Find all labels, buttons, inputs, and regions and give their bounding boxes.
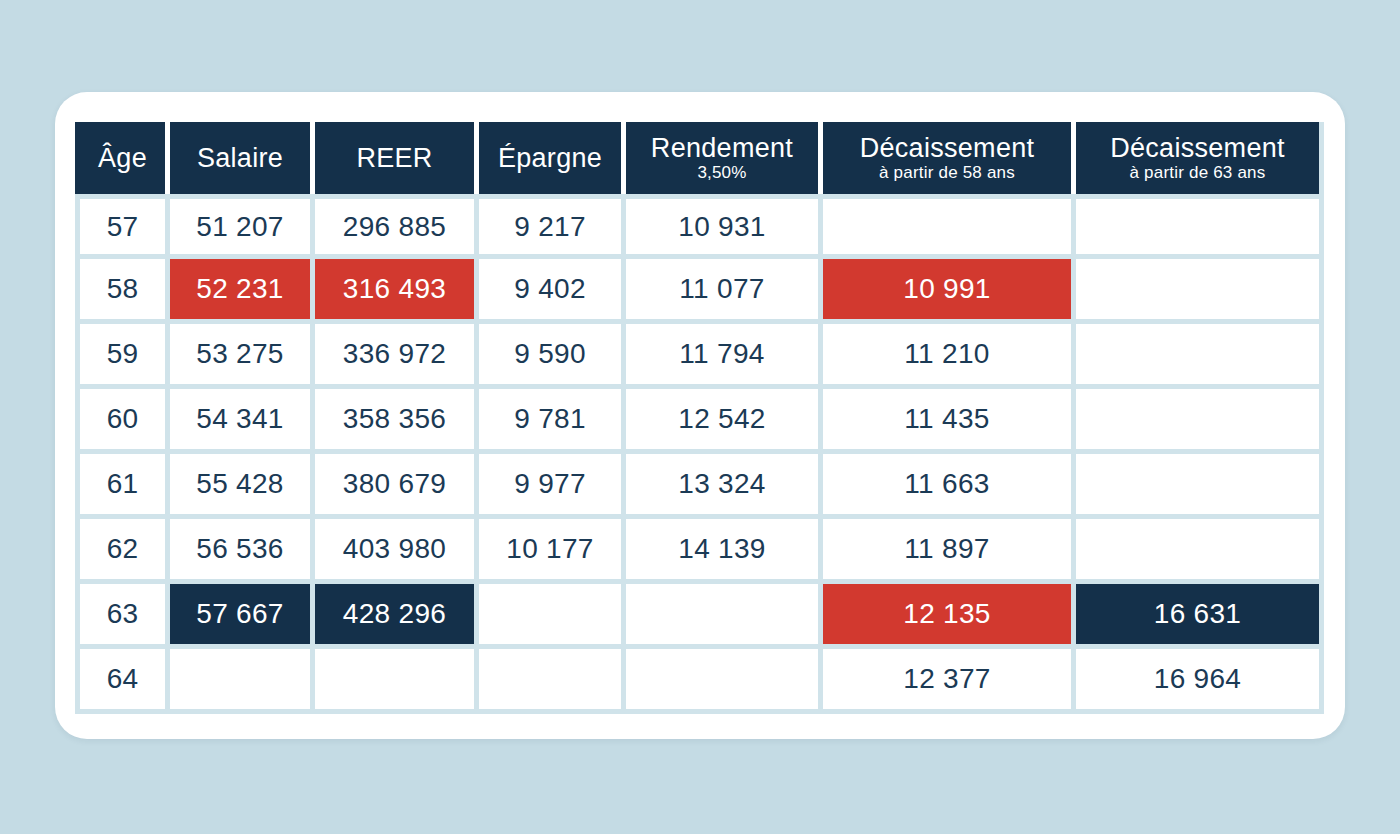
header-decaissement-63: Décaissement à partir de 63 ans [1071, 122, 1324, 194]
header-label: Décaissement [1078, 133, 1317, 163]
table-cell: 10 931 [621, 194, 818, 259]
header-rendement: Rendement 3,50% [621, 122, 818, 194]
table-cell: 11 663 [818, 454, 1071, 519]
header-label: Rendement [628, 133, 816, 163]
header-sublabel: à partir de 63 ans [1078, 163, 1317, 183]
table-cell [1071, 454, 1324, 519]
table-cell: 16 964 [1071, 649, 1324, 714]
header-reer: REER [310, 122, 474, 194]
table-cell [1071, 389, 1324, 454]
table-cell: 63 [75, 584, 165, 649]
table-cell [1071, 324, 1324, 389]
table-body: 5751 207296 8859 21710 9315852 231316 49… [75, 194, 1324, 714]
table-cell [1071, 194, 1324, 259]
header-decaissement-58: Décaissement à partir de 58 ans [818, 122, 1071, 194]
table-cell: 11 794 [621, 324, 818, 389]
table-cell: 9 781 [474, 389, 621, 454]
table-cell: 59 [75, 324, 165, 389]
table-cell: 57 [75, 194, 165, 259]
table-cell [1071, 259, 1324, 324]
table-cell: 358 356 [310, 389, 474, 454]
table-cell: 428 296 [310, 584, 474, 649]
table-cell [621, 649, 818, 714]
header-sublabel: 3,50% [628, 163, 816, 183]
table-cell: 61 [75, 454, 165, 519]
table-cell: 403 980 [310, 519, 474, 584]
table-cell: 16 631 [1071, 584, 1324, 649]
header-label: Décaissement [825, 133, 1069, 163]
table-card: Âge Salaire REER Épargne Rendement [55, 92, 1345, 739]
table-cell: 9 402 [474, 259, 621, 324]
table-cell: 336 972 [310, 324, 474, 389]
table-cell [818, 194, 1071, 259]
table-cell: 296 885 [310, 194, 474, 259]
table-cell: 9 977 [474, 454, 621, 519]
table-cell: 12 542 [621, 389, 818, 454]
table-cell: 55 428 [165, 454, 310, 519]
table-header: Âge Salaire REER Épargne Rendement [75, 122, 1324, 194]
table-cell: 316 493 [310, 259, 474, 324]
header-label: Salaire [172, 143, 308, 173]
table-cell [1071, 519, 1324, 584]
reer-projection-table: Âge Salaire REER Épargne Rendement [75, 122, 1324, 714]
table-cell: 11 210 [818, 324, 1071, 389]
header-row: Âge Salaire REER Épargne Rendement [75, 122, 1324, 194]
table-row: 5751 207296 8859 21710 931 [75, 194, 1324, 259]
table-row: 6054 341358 3569 78112 54211 435 [75, 389, 1324, 454]
table-row: 5953 275336 9729 59011 79411 210 [75, 324, 1324, 389]
header-label: Épargne [481, 143, 619, 173]
header-epargne: Épargne [474, 122, 621, 194]
table-cell: 58 [75, 259, 165, 324]
table-cell: 62 [75, 519, 165, 584]
header-sublabel: à partir de 58 ans [825, 163, 1069, 183]
table-cell: 9 590 [474, 324, 621, 389]
header-age: Âge [75, 122, 165, 194]
header-salaire: Salaire [165, 122, 310, 194]
table-cell: 14 139 [621, 519, 818, 584]
table-cell: 10 177 [474, 519, 621, 584]
table-cell: 53 275 [165, 324, 310, 389]
table-row: 6256 536403 98010 17714 13911 897 [75, 519, 1324, 584]
table-cell: 56 536 [165, 519, 310, 584]
table-cell: 64 [75, 649, 165, 714]
table-cell [621, 584, 818, 649]
table-cell: 9 217 [474, 194, 621, 259]
table-cell: 12 377 [818, 649, 1071, 714]
table-cell [165, 649, 310, 714]
table-cell: 11 077 [621, 259, 818, 324]
table-cell: 60 [75, 389, 165, 454]
table-cell: 10 991 [818, 259, 1071, 324]
table-cell: 13 324 [621, 454, 818, 519]
table-cell: 12 135 [818, 584, 1071, 649]
table-cell: 51 207 [165, 194, 310, 259]
table-row: 5852 231316 4939 40211 07710 991 [75, 259, 1324, 324]
table-cell [474, 649, 621, 714]
table-cell: 11 897 [818, 519, 1071, 584]
table-row: 6357 667428 296 12 13516 631 [75, 584, 1324, 649]
table-cell: 11 435 [818, 389, 1071, 454]
table-cell: 54 341 [165, 389, 310, 454]
table-row: 64 12 37716 964 [75, 649, 1324, 714]
table-cell: 57 667 [165, 584, 310, 649]
table-row: 6155 428380 6799 97713 32411 663 [75, 454, 1324, 519]
table-cell: 380 679 [310, 454, 474, 519]
table-cell: 52 231 [165, 259, 310, 324]
table-cell [474, 584, 621, 649]
header-label: Âge [82, 143, 163, 173]
header-label: REER [317, 143, 472, 173]
table-cell [310, 649, 474, 714]
